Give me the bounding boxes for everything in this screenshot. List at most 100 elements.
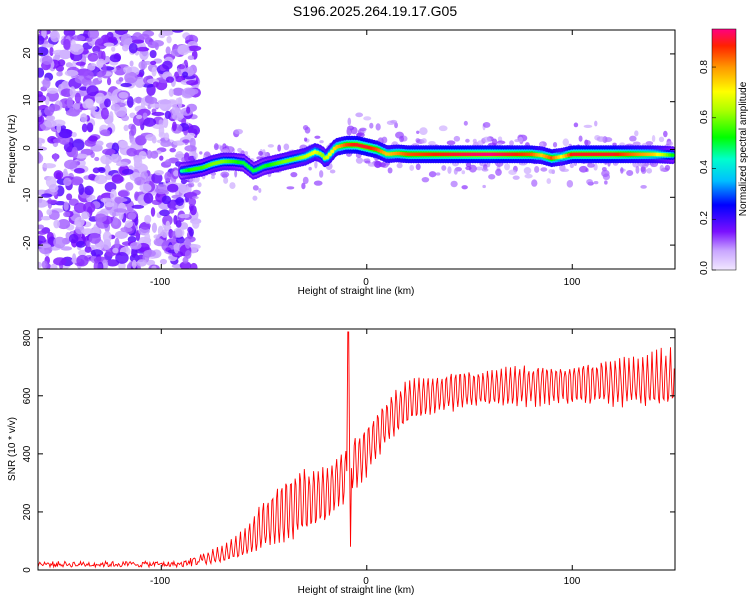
heatmap-noise-blob — [157, 99, 171, 105]
heatmap-noise-blob — [128, 42, 138, 54]
heatmap-noise-blob — [71, 253, 77, 265]
heatmap-noise-blob — [286, 186, 295, 190]
heatmap-noise-blob — [136, 114, 143, 120]
heatmap-noise-blob — [63, 38, 71, 50]
heatmap-noise-blob — [112, 247, 119, 254]
heatmap-noise-blob — [663, 130, 668, 138]
heatmap-noise-blob — [186, 79, 199, 86]
heatmap-noise-blob — [88, 232, 101, 244]
heatmap-noise-blob — [71, 146, 79, 159]
heatmap-noise-blob — [488, 174, 496, 180]
heatmap-noise-blob — [120, 82, 132, 88]
heatmap-noise-blob — [252, 185, 259, 191]
heatmap-noise-blob — [153, 238, 164, 246]
heatmap-noise-blob — [359, 127, 367, 132]
heatmap-noise-blob — [64, 159, 78, 170]
heatmap-noise-blob — [175, 228, 183, 238]
heatmap-noise-blob — [175, 220, 182, 228]
heatmap-noise-blob — [651, 135, 656, 143]
heatmap-noise-blob — [160, 140, 172, 148]
heatmap-noise-blob — [301, 182, 306, 190]
heatmap-noise-blob — [78, 183, 85, 196]
heatmap-ridge-cell — [330, 149, 335, 154]
heatmap-noise-blob — [97, 261, 104, 269]
heatmap-noise-blob — [165, 76, 175, 83]
heatmap-noise-blob — [169, 147, 176, 153]
heatmap-xtick-label: 0 — [363, 277, 369, 288]
heatmap-noise-blob — [131, 39, 145, 44]
heatmap-noise-blob — [126, 147, 138, 157]
heatmap-noise-blob — [94, 213, 107, 223]
heatmap-noise-blob — [313, 180, 323, 186]
heatmap-noise-blob — [178, 213, 190, 219]
snr-xtick-label: -100 — [150, 576, 170, 587]
heatmap-ytick-label: 10 — [22, 94, 33, 106]
heatmap-noise-blob — [125, 182, 134, 191]
heatmap-noise-blob — [447, 166, 452, 174]
heatmap-xtick-label: 100 — [564, 277, 581, 288]
heatmap-ytick-label: -20 — [22, 235, 33, 250]
heatmap-noise-blob — [48, 184, 59, 193]
heatmap-noise-blob — [115, 161, 129, 167]
heatmap-noise-blob — [632, 141, 641, 147]
heatmap-noise-blob — [158, 103, 168, 109]
heatmap-noise-blob — [85, 37, 93, 42]
heatmap-y-axis-label: Frequency (Hz) — [7, 115, 18, 184]
heatmap-noise-blob — [355, 112, 364, 118]
heatmap-noise-blob — [234, 128, 243, 135]
heatmap-noise-blob — [94, 156, 100, 162]
heatmap-noise-blob — [381, 136, 388, 144]
heatmap-noise-blob — [64, 69, 79, 77]
heatmap-noise-blob — [182, 71, 189, 78]
heatmap-noise-blob — [468, 164, 477, 173]
heatmap-noise-blob — [53, 219, 60, 229]
heatmap-noise-blob — [129, 241, 142, 250]
snr-ytick-label: 200 — [22, 503, 33, 520]
heatmap-noise-blob — [111, 151, 119, 163]
heatmap-noise-blob — [182, 139, 190, 144]
heatmap-noise-blob — [179, 261, 192, 269]
heatmap-noise-blob — [52, 49, 66, 56]
heatmap-noise-blob — [492, 138, 498, 146]
heatmap-noise-blob — [88, 173, 96, 181]
heatmap-noise-blob — [38, 209, 44, 222]
heatmap-noise-blob — [482, 136, 492, 143]
heatmap-noise-blob — [146, 96, 158, 105]
snr-ytick-label: 0 — [22, 567, 33, 573]
heatmap-noise-blob — [53, 257, 67, 266]
heatmap-noise-blob — [42, 163, 57, 169]
heatmap-noise-blob — [53, 170, 64, 180]
heatmap-noise-blob — [84, 246, 92, 253]
heatmap-noise-blob — [92, 167, 100, 174]
heatmap-noise-blob — [283, 143, 290, 151]
heatmap-noise-blob — [113, 208, 128, 213]
snr-ytick-label: 800 — [22, 329, 33, 346]
heatmap-noise-blob — [626, 170, 634, 177]
heatmap-noise-blob — [106, 259, 120, 267]
heatmap-noise-blob — [123, 124, 129, 132]
heatmap-noise-blob — [187, 182, 195, 188]
heatmap-noise-blob — [120, 226, 133, 233]
heatmap-noise-blob — [38, 35, 45, 45]
heatmap-noise-blob — [111, 46, 116, 52]
heatmap-noise-blob — [164, 132, 170, 141]
heatmap-noise-blob — [604, 137, 613, 143]
heatmap-noise-blob — [50, 263, 58, 269]
heatmap-noise-blob — [184, 250, 192, 259]
heatmap-noise-blob — [86, 85, 99, 97]
heatmap-noise-blob — [508, 169, 517, 175]
heatmap-noise-blob — [71, 131, 77, 138]
heatmap-noise-blob — [144, 214, 152, 224]
heatmap-noise-blob — [355, 157, 364, 164]
heatmap-noise-blob — [290, 171, 298, 178]
heatmap-noise-blob — [85, 98, 94, 109]
snr-plot-area — [38, 329, 675, 570]
heatmap-noise-blob — [63, 142, 75, 153]
heatmap-noise-blob — [151, 222, 157, 234]
snr-y-axis-label: SNR (10 * v/v) — [7, 417, 18, 481]
heatmap-noise-blob — [302, 125, 309, 131]
heatmap-noise-blob — [46, 208, 53, 216]
heatmap-noise-blob — [104, 201, 114, 208]
heatmap-noise-blob — [172, 112, 184, 121]
